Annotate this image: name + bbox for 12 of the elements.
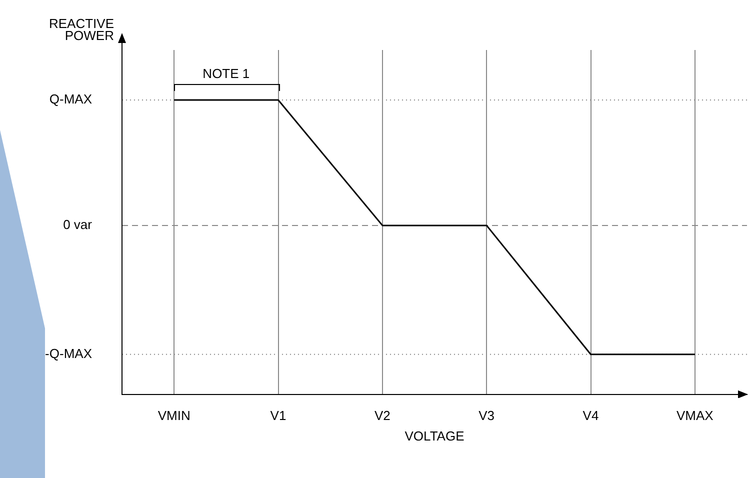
ref-line-label: 0 var xyxy=(63,217,93,232)
x-tick-label: V4 xyxy=(582,408,599,423)
x-tick-label: V1 xyxy=(270,408,286,423)
x-tick-label: V3 xyxy=(478,408,495,423)
x-axis-title: VOLTAGE xyxy=(404,428,465,444)
x-tick-label: V2 xyxy=(374,408,390,423)
annotation: NOTE 1 xyxy=(202,66,250,82)
ref-line-label: Q-MAX xyxy=(49,92,92,107)
x-tick-label: VMIN xyxy=(158,408,190,423)
ref-line-label: -Q-MAX xyxy=(45,346,92,361)
y-axis-title: REACTIVE POWER xyxy=(48,16,114,44)
x-tick-label: VMAX xyxy=(676,408,714,423)
